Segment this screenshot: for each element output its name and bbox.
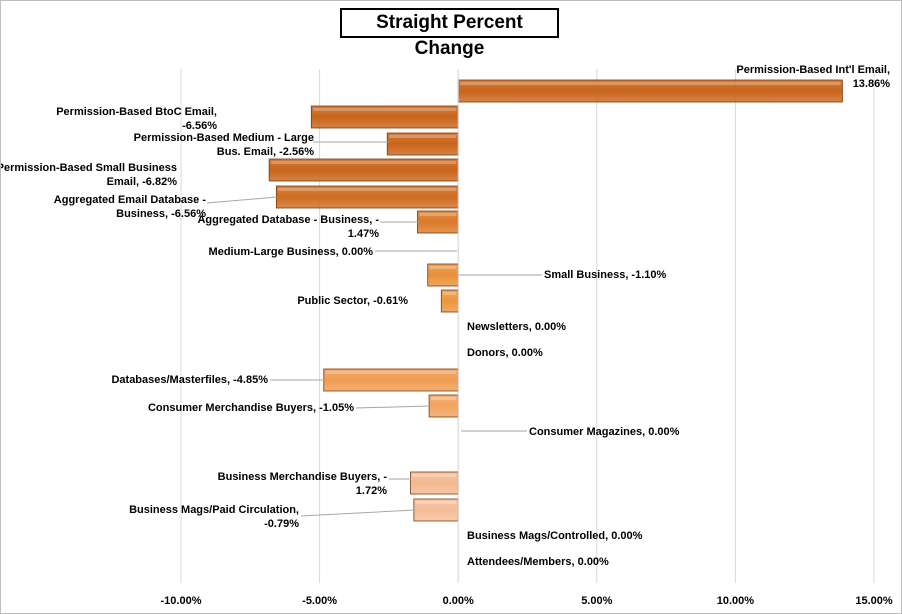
x-tick-label: -10.00%: [161, 595, 202, 607]
bar-highlight: [431, 397, 457, 400]
data-label: Bus. Email, -2.56%: [217, 146, 314, 158]
data-label: Medium-Large Business, 0.00%: [209, 246, 374, 258]
data-label: Newsletters, 0.00%: [467, 321, 566, 333]
data-label: Business, -6.56%: [116, 208, 206, 220]
data-label: Aggregated Database - Business, -: [197, 214, 379, 226]
x-tick-label: 15.00%: [855, 595, 893, 607]
bar-highlight: [313, 108, 457, 111]
bar-highlight: [419, 213, 457, 216]
x-tick-label: -5.00%: [302, 595, 337, 607]
data-label: Donors, 0.00%: [467, 347, 543, 359]
data-label: Permission-Based Small Business: [1, 162, 177, 174]
data-label: Consumer Magazines, 0.00%: [529, 426, 680, 438]
chart-title: Straight Percent Change: [340, 8, 559, 59]
data-label: Business Mags/Controlled, 0.00%: [467, 530, 643, 542]
bar-highlight: [271, 161, 457, 164]
x-tick-label: 10.00%: [717, 595, 755, 607]
bar-highlight: [412, 474, 457, 477]
bar-highlight: [389, 135, 457, 138]
data-label: Databases/Masterfiles, -4.85%: [111, 374, 268, 386]
data-label: -0.79%: [264, 518, 299, 530]
x-tick-label: 5.00%: [581, 595, 612, 607]
data-label: Consumer Merchandise Buyers, -1.05%: [148, 402, 354, 414]
leader-line: [355, 405, 431, 409]
data-label: Permission-Based BtoC Email,: [56, 106, 217, 118]
data-label: Business Mags/Paid Circulation,: [129, 504, 299, 516]
data-label: 1.47%: [348, 228, 379, 240]
bar-highlight: [443, 292, 457, 295]
bar-highlight: [278, 188, 457, 191]
data-label: Permission-Based Int'l Email,: [736, 64, 890, 76]
data-label: Public Sector, -0.61%: [297, 295, 408, 307]
data-label: Business Merchandise Buyers, -: [218, 471, 388, 483]
bar-highlight: [460, 82, 841, 85]
data-label: Email, -6.82%: [107, 176, 178, 188]
data-label: -6.56%: [182, 120, 217, 132]
data-label: 13.86%: [853, 78, 891, 90]
data-label: 1.72%: [356, 485, 387, 497]
leader-line: [300, 509, 416, 517]
data-label: Aggregated Email Database -: [54, 194, 207, 206]
data-label: Attendees/Members, 0.00%: [467, 556, 609, 568]
data-label: Small Business, -1.10%: [544, 269, 666, 281]
bar-highlight: [415, 501, 457, 504]
bar-highlight: [429, 266, 457, 269]
bar-highlight: [325, 371, 457, 374]
x-tick-label: 0.00%: [443, 595, 474, 607]
data-label: Permission-Based Medium - Large: [134, 132, 314, 144]
leader-line: [206, 196, 278, 204]
